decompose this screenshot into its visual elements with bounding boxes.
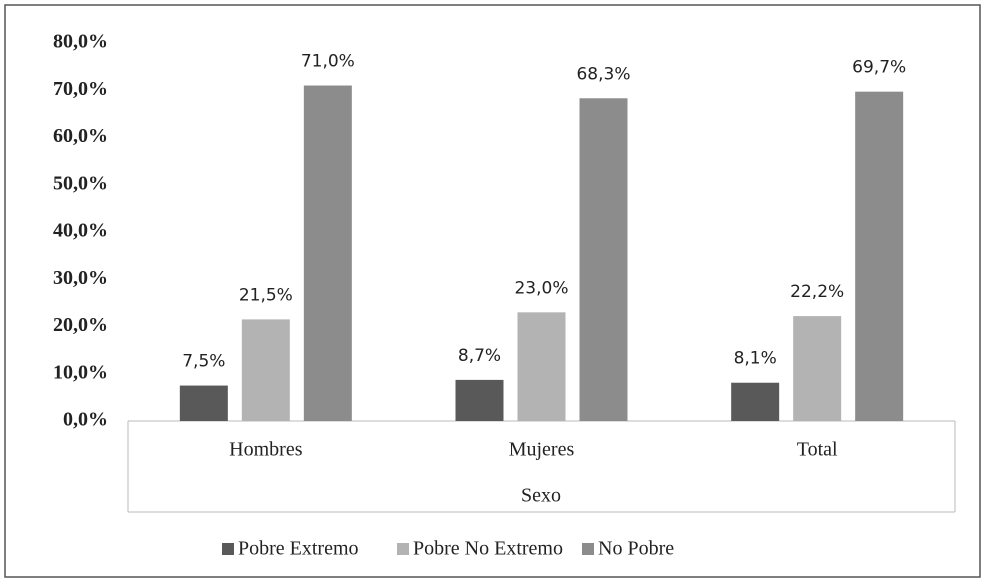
y-tick-label: 20,0% <box>53 314 108 336</box>
y-tick-label: 0,0% <box>63 409 108 431</box>
value-label: 21,5% <box>239 285 293 305</box>
legend-swatch <box>397 543 409 555</box>
y-tick-label: 50,0% <box>53 172 108 194</box>
bar <box>517 312 566 421</box>
x-tick-label: Total <box>797 439 838 461</box>
y-tick-label: 70,0% <box>53 78 108 100</box>
y-tick-label: 40,0% <box>53 220 108 242</box>
value-label: 69,7% <box>852 58 906 78</box>
value-label: 68,3% <box>576 64 630 84</box>
bar <box>303 85 352 422</box>
bar <box>855 91 904 421</box>
value-label: 71,0% <box>301 52 355 72</box>
bar <box>455 379 504 421</box>
bar <box>731 382 780 421</box>
bar <box>179 385 228 421</box>
legend-label: No Pobre <box>598 538 674 560</box>
y-tick-label: 30,0% <box>53 267 108 289</box>
value-label: 8,1% <box>734 349 777 369</box>
y-tick-label: 80,0% <box>53 31 108 53</box>
value-label: 8,7% <box>458 346 501 366</box>
y-tick-label: 60,0% <box>53 125 108 147</box>
legend-swatch <box>222 543 234 555</box>
x-axis-label: Sexo <box>521 485 561 507</box>
bar <box>793 316 842 421</box>
chart-border <box>4 4 981 578</box>
value-label: 22,2% <box>790 282 844 302</box>
x-tick-label: Mujeres <box>509 439 575 461</box>
value-label: 7,5% <box>182 352 225 372</box>
value-label: 23,0% <box>514 278 568 298</box>
bar <box>241 319 290 421</box>
legend-label: Pobre Extremo <box>238 538 359 560</box>
x-tick-label: Hombres <box>229 439 303 461</box>
legend-swatch <box>582 543 594 555</box>
legend-label: Pobre No Extremo <box>413 538 563 560</box>
bar <box>579 98 628 421</box>
y-tick-label: 10,0% <box>53 361 108 383</box>
